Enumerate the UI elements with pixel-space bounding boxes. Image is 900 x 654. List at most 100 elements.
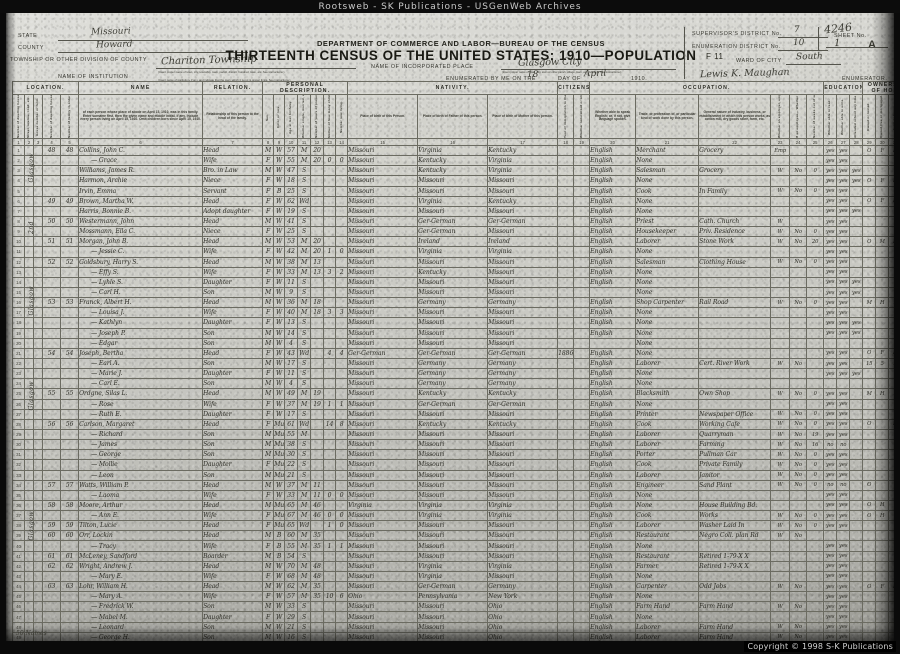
table-row[interactable]: 6 49 49 Brown, Martha W. Head F W 62 Wd Missouri V… (12, 195, 894, 207)
table-row[interactable]: 37Ann E.WifeFMu67M4600MissouriVirginiaVi… (12, 510, 894, 522)
table-row[interactable]: 16 53 53 Franck, Albert H. Head M W 36 M 18 Missou… (12, 297, 894, 309)
cell-imm (557, 611, 575, 623)
table-row[interactable]: 11Jessie C.WifeFW42M2010MissouriVirginia… (12, 246, 894, 258)
cell-house (33, 550, 43, 562)
table-row[interactable]: 1 48 48 Collins, John C. Head M W 57 M 20 Missouri… (12, 144, 894, 157)
table-row[interactable]: 10 51 51 Morgan, John B. Head M W 53 M 20 Missouri… (12, 236, 894, 248)
table-row[interactable]: 4 Harmon, Archie Niece F W 18 S Missouri Missour… (12, 175, 894, 187)
cell-race: W (273, 276, 286, 288)
table-row[interactable]: 9 Mossmann, Ella C. Niece F W 25 S Missouri Ger-… (12, 226, 894, 238)
margin-brace-annotation: Glasgow (28, 286, 35, 316)
table-row[interactable]: 28 56 56 Carlson, Margaret Head F Mu 61 Wd 14 8 Mis… (12, 418, 894, 430)
cell-emp (770, 347, 791, 359)
column-number-12: 12 (310, 138, 325, 146)
table-row[interactable]: 29RichardSonMMu55MMissouriMissouriMissou… (12, 428, 894, 441)
table-row[interactable]: 24Carl E.SonMW4SMissouriGermanyGermanyEn… (12, 378, 894, 390)
table-row[interactable]: 26RoseWifeFW37M1911MissouriGer-GermanGer… (12, 398, 894, 410)
cell-sex: F (262, 570, 275, 583)
cell-race: W (273, 256, 286, 268)
table-row[interactable]: 41 61 61 McLeney, Sandford Boarder M B 54 S Misso… (12, 550, 894, 562)
cell-street (24, 185, 34, 197)
table-row[interactable]: 43Mary E.WifeFW68M48MissouriVirginiaMiss… (12, 570, 894, 583)
table-row[interactable]: 19Joseph P.SonMW14SMissouriMissouriMisso… (12, 327, 894, 339)
cell-read: yes (823, 489, 838, 501)
table-row[interactable]: 31GeorgeSonMMu30SMissouriMissouriMissour… (12, 449, 894, 461)
table-row[interactable]: 46Fredrick W.SonMW33SMissouriMissouriOhi… (12, 601, 894, 613)
cell-fm (875, 276, 890, 288)
cell-years (310, 428, 325, 441)
table-row[interactable]: 7 Harris, Bonnie B. Adopt daughter F W 19 S Mis… (12, 205, 894, 217)
cell-fh (888, 560, 894, 572)
table-row[interactable]: 30JamesSonMMu38SMissouriMissouriMissouri… (12, 439, 894, 451)
table-row[interactable]: 22Earl A.SonMW17SMissouriGermanyGermanyE… (12, 357, 894, 370)
cell-ch-born (323, 601, 337, 613)
cell-occ: None (635, 611, 700, 623)
cell-relation: Head (202, 388, 264, 400)
cell-race: W (273, 246, 286, 258)
table-row[interactable]: 27Ruth E.DaughterFW17SMissouriMissouriMi… (12, 408, 894, 420)
cell-weeks (806, 175, 825, 187)
cell-write: yes (836, 368, 851, 380)
cell-own (862, 591, 877, 603)
table-row[interactable]: 25 55 55 Ordgne, Silas L. Head M W 49 M 19 Missour… (12, 388, 894, 400)
table-row[interactable]: 42 62 62 Wright, Andrew J. Head M W 70 M 48 Missou… (12, 560, 894, 572)
cell-occ: None (635, 246, 700, 258)
cell-emp (770, 205, 791, 217)
cell-marital: M (297, 499, 312, 512)
cell-weeks (806, 144, 825, 157)
table-row[interactable]: 33LeonSonMMu21SMissouriMissouriMissouriE… (12, 469, 894, 481)
table-row[interactable]: 35LaomaWifeFW33M1100MissouriMissouriMiss… (12, 489, 894, 501)
cell-emp (770, 266, 791, 278)
table-row[interactable]: 12 52 52 Goldsbury, Harry S. Head M W 38 M 13 Miss… (12, 256, 894, 268)
cell-school (849, 297, 864, 309)
table-row[interactable]: 2GraceWifeFW55M2000MissouriKentuckyVirgi… (12, 155, 894, 167)
table-row[interactable]: 49George H.SonMW16SMissouriMissouriOhioE… (12, 631, 894, 641)
cell-ch-living (335, 499, 349, 512)
cell-write: yes (836, 469, 851, 481)
table-row[interactable]: 15Carl H.SonMW9SMissouriMissouriMissouri… (12, 286, 894, 299)
table-row[interactable]: 8 50 50 Westermann, John Head M W 41 S Missouri Ge… (12, 215, 894, 228)
cell-nat (573, 601, 591, 613)
cell-fm (875, 368, 890, 380)
table-row[interactable]: 36 58 58 Moore, Arthur Head M Mu 65 M 46 Virginia V… (12, 499, 894, 512)
table-row[interactable]: 32MollieDaughterFMu22SMissouriMissouriMi… (12, 459, 894, 471)
table-row[interactable]: 18KathlynDaughterFW13SMissouriMissouriMi… (12, 317, 894, 329)
cell-years (310, 276, 325, 288)
cell-emp (770, 611, 791, 623)
table-row[interactable]: 45Mary A.WifeFW57M35106OhioPennsylvaniaN… (12, 591, 894, 603)
table-row[interactable]: 38 59 59 Tilton, Lucie Head F Mu 65 Wd 1 0 Missouri… (12, 520, 894, 532)
cell-relation: Head (202, 297, 264, 309)
cell-school (849, 601, 864, 613)
table-row[interactable]: 20EdgarSonMW4SMissouriMissouriMissouriNo… (12, 337, 894, 349)
table-row[interactable]: 13Effy S.WifeFW33M1332MissouriKentuckyMi… (12, 266, 894, 278)
table-row[interactable]: 48LeonardSonMW21SMissouriMissouriOhioEng… (12, 621, 894, 633)
cell-weeks: 0 (806, 510, 825, 522)
cell-fh (888, 510, 894, 522)
cell-out (789, 368, 808, 380)
table-row[interactable]: 40TracyWifeFB55M3511MissouriMissouriMiss… (12, 540, 894, 552)
cell-read: yes (823, 550, 838, 562)
cell-emp: W (770, 510, 791, 522)
cell-fm (875, 215, 890, 228)
cell-ch-born (323, 144, 337, 157)
table-row[interactable]: 44 63 63 Lohr, William H. Head M W 62 M 35 Missour… (12, 581, 894, 593)
table-row[interactable]: 39 60 60 Orr, Lockin Head M B 60 M 35 Missouri Miss… (12, 530, 894, 542)
cell-bp-father: Germany (417, 378, 489, 390)
cell-bp-mother: Missouri (487, 469, 559, 481)
cell-bp-father: Germany (417, 357, 489, 370)
table-row[interactable]: 14Lyhle S.DaughterFW11SMissouriMissouriM… (12, 276, 894, 288)
table-row[interactable]: 5 Irvin, Emma Servant F B 25 S Missouri Missouri… (12, 185, 894, 197)
table-row[interactable]: 23Marie J.DaughterFW11SMissouriGermanyGe… (12, 368, 894, 380)
cell-fh (888, 155, 894, 167)
cell-school (849, 611, 864, 623)
cell-weeks (806, 266, 825, 278)
cell-emp: W (770, 530, 791, 542)
cell-write: no (836, 479, 851, 491)
table-row[interactable]: 34 57 57 Watts, William P. Head M W 37 M 11 Missou… (12, 479, 894, 491)
table-row[interactable]: 3 Williams, James R. Bro. in Law M W 47 S Misso… (12, 165, 894, 177)
table-row[interactable]: 47Mabel M.DaughterFW29SMissouriMissouriO… (12, 611, 894, 623)
cell-relation: Son (202, 631, 264, 641)
table-row[interactable]: 17Louisa J.WifeFW40M1833MissouriMissouri… (12, 307, 894, 319)
cell-sex: F (262, 347, 275, 359)
table-row[interactable]: 21 54 54 Joseph, Bertha Head F W 43 Wd 4 4 Ger-Germ… (12, 347, 894, 359)
